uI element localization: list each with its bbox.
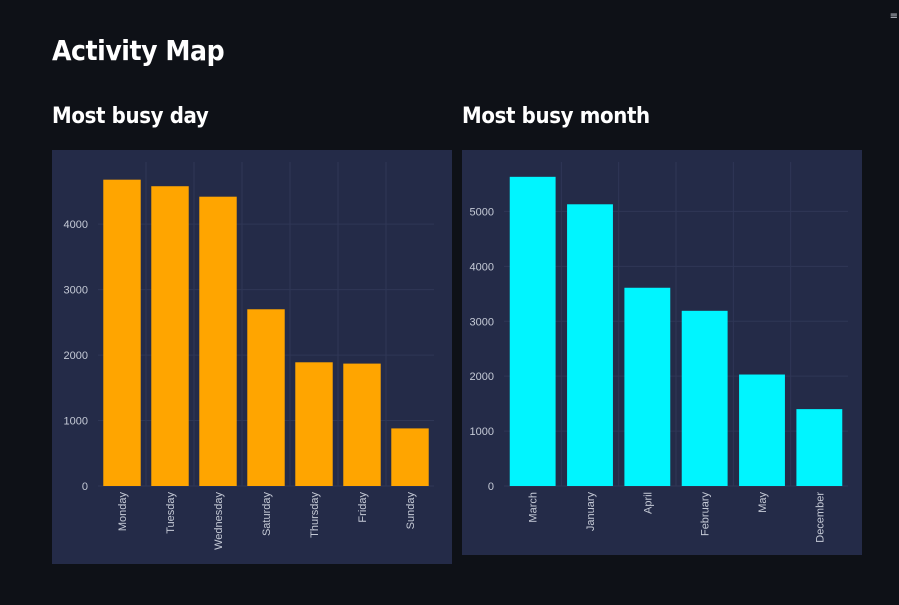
day-x-tick-thursday: Thursday (309, 492, 321, 538)
month-y-tick-3000: 3000 (470, 316, 494, 328)
most-busy-day-chart[interactable]: 0 1000 2000 3000 4000 Monday Tuesday Wednesday S… (52, 150, 452, 564)
month-bar-march[interactable] (509, 176, 556, 486)
day-x-tick-monday: Monday (117, 492, 129, 532)
day-bar-thursday[interactable] (295, 362, 333, 486)
day-x-tick-sunday: Sunday (405, 492, 417, 530)
page-title: Activity Map (52, 34, 225, 67)
month-y-tick-5000: 5000 (470, 206, 494, 218)
day-bar-tuesday[interactable] (151, 186, 189, 486)
day-bar-friday[interactable] (343, 363, 381, 486)
menu-icon[interactable]: ≡ (889, 11, 898, 22)
most-busy-month-chart[interactable]: 0 1000 2000 3000 4000 5000 March January April Fe… (462, 150, 862, 555)
day-bar-sunday[interactable] (391, 428, 429, 486)
month-x-tick-february: February (700, 492, 712, 537)
day-bar-monday[interactable] (103, 179, 141, 486)
day-x-tick-friday: Friday (357, 492, 369, 523)
month-y-tick-1000: 1000 (470, 426, 494, 438)
month-y-tick-0: 0 (488, 481, 494, 493)
most-busy-month-title: Most busy month (462, 104, 650, 129)
month-bar-december[interactable] (796, 409, 843, 486)
month-bar-february[interactable] (681, 310, 728, 486)
day-y-tick-3000: 3000 (64, 285, 88, 297)
month-bar-may[interactable] (739, 374, 785, 486)
day-y-tick-2000: 2000 (64, 350, 88, 362)
most-busy-month-chart-svg: 0 1000 2000 3000 4000 5000 March January April Fe… (470, 162, 848, 543)
month-bar-april[interactable] (624, 287, 671, 486)
month-y-tick-2000: 2000 (470, 371, 494, 383)
month-bar-january[interactable] (567, 204, 613, 487)
month-x-tick-may: May (757, 492, 769, 513)
day-bar-wednesday[interactable] (199, 196, 237, 486)
day-x-tick-tuesday: Tuesday (165, 492, 177, 534)
most-busy-day-chart-svg: 0 1000 2000 3000 4000 Monday Tuesday Wednesday S… (64, 162, 434, 550)
month-x-tick-march: March (528, 492, 540, 523)
day-y-tick-1000: 1000 (64, 416, 88, 428)
month-x-tick-january: January (585, 492, 597, 532)
most-busy-day-title: Most busy day (52, 104, 209, 129)
month-x-tick-april: April (642, 492, 654, 514)
day-y-tick-0: 0 (82, 481, 88, 493)
month-y-tick-4000: 4000 (470, 261, 494, 273)
day-x-tick-saturday: Saturday (261, 492, 273, 537)
day-bar-saturday[interactable] (247, 309, 285, 486)
day-y-tick-4000: 4000 (64, 219, 88, 231)
month-x-tick-december: December (814, 492, 826, 543)
day-x-tick-wednesday: Wednesday (213, 492, 225, 550)
